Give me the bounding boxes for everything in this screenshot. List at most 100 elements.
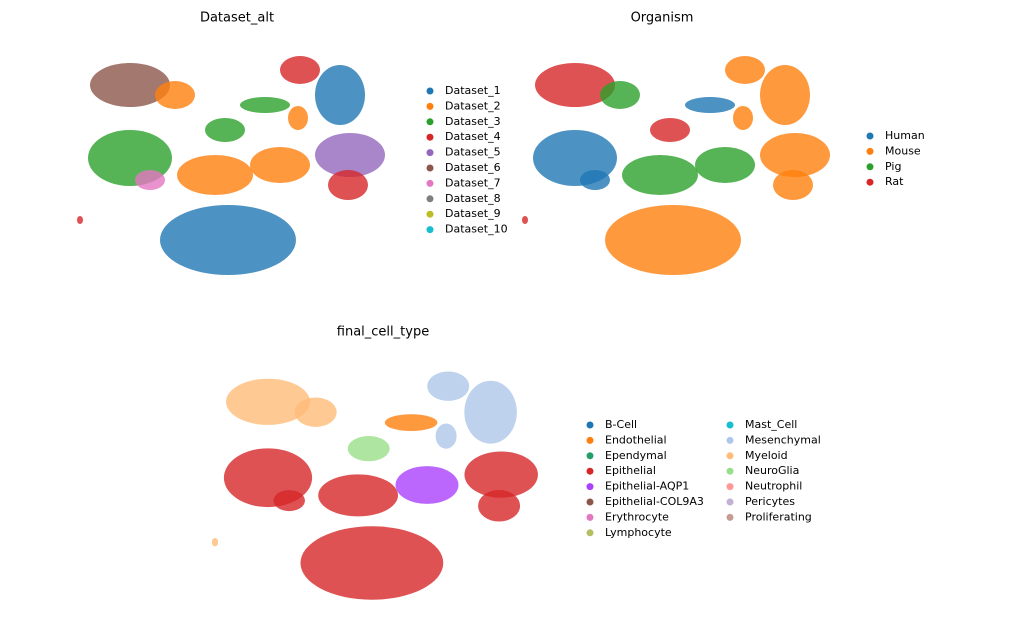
- legend-marker: [866, 163, 874, 171]
- legend-marker: [426, 210, 434, 218]
- legend-marker: [586, 498, 594, 506]
- panel-title: Dataset_alt: [200, 11, 274, 26]
- legend-label: Epithelial: [605, 464, 656, 477]
- legend-marker: [426, 118, 434, 126]
- legend-label: Lymphocyte: [605, 526, 672, 539]
- cell-cluster: [760, 133, 830, 177]
- cell-cluster: [478, 490, 521, 522]
- legend-marker: [726, 513, 734, 521]
- cell-cluster: [535, 63, 615, 107]
- legend-label: NeuroGlia: [745, 464, 799, 477]
- cell-cluster: [205, 118, 245, 142]
- legend-label: Epithelial-AQP1: [605, 480, 689, 493]
- cell-cluster: [315, 65, 365, 125]
- cell-cluster: [273, 490, 305, 512]
- cell-cluster: [427, 371, 470, 401]
- cell-cluster: [605, 205, 741, 275]
- legend-marker: [426, 149, 434, 157]
- cell-cluster: [685, 97, 735, 113]
- legend-label: Dataset_1: [445, 84, 501, 97]
- cell-cluster: [315, 133, 385, 177]
- cell-cluster: [695, 147, 755, 183]
- cell-cluster: [211, 538, 219, 547]
- cell-cluster: [280, 56, 320, 84]
- cell-cluster: [760, 65, 810, 125]
- cell-cluster: [160, 205, 296, 275]
- legend-label: Proliferating: [745, 510, 812, 523]
- legend-marker: [866, 147, 874, 155]
- cell-cluster: [435, 423, 457, 449]
- cell-cluster: [288, 106, 308, 130]
- cell-cluster: [347, 436, 390, 462]
- legend-marker: [586, 421, 594, 429]
- legend-marker: [426, 179, 434, 187]
- legend-marker: [866, 132, 874, 140]
- legend-marker: [586, 467, 594, 475]
- legend-marker: [726, 498, 734, 506]
- cell-cluster: [155, 81, 195, 109]
- legend-label: Dataset_3: [445, 115, 501, 128]
- cell-cluster: [600, 81, 640, 109]
- legend-label: Rat: [885, 175, 904, 188]
- legend-marker: [586, 452, 594, 460]
- legend-marker: [866, 178, 874, 186]
- legend-marker: [586, 529, 594, 537]
- panel-title: Organism: [631, 11, 694, 26]
- cell-cluster: [318, 474, 398, 517]
- legend-marker: [586, 513, 594, 521]
- legend-label: Pericytes: [745, 495, 795, 508]
- legend-marker: [726, 483, 734, 491]
- legend-label: Dataset_5: [445, 146, 501, 159]
- cell-cluster: [294, 397, 337, 427]
- legend-label: Human: [885, 129, 925, 142]
- cell-cluster: [226, 378, 310, 425]
- legend-marker: [726, 436, 734, 444]
- legend-label: Dataset_8: [445, 192, 501, 205]
- legend-marker: [426, 195, 434, 203]
- legend-marker: [426, 164, 434, 172]
- cell-cluster: [90, 63, 170, 107]
- cell-cluster: [250, 147, 310, 183]
- cell-cluster: [464, 380, 517, 444]
- legend-label: Mouse: [885, 144, 921, 157]
- legend-marker: [726, 467, 734, 475]
- legend-marker: [726, 421, 734, 429]
- legend-marker: [586, 436, 594, 444]
- legend-label: Dataset_4: [445, 130, 501, 143]
- legend-label: Dataset_7: [445, 176, 501, 189]
- cell-cluster: [622, 155, 698, 195]
- legend-label: Dataset_10: [445, 223, 508, 236]
- cell-cluster: [300, 526, 444, 600]
- legend-label: Dataset_2: [445, 99, 501, 112]
- legend-label: Epithelial-COL9A3: [605, 495, 704, 508]
- legend-marker: [586, 483, 594, 491]
- cell-cluster: [77, 216, 83, 224]
- cell-cluster: [650, 118, 690, 142]
- legend-label: Ependymal: [605, 449, 667, 462]
- legend-marker: [426, 87, 434, 95]
- cell-cluster: [240, 97, 290, 113]
- legend-marker: [426, 102, 434, 110]
- legend-label: Dataset_9: [445, 207, 501, 220]
- legend-label: Pig: [885, 160, 901, 173]
- cell-cluster: [135, 170, 165, 190]
- cell-cluster: [733, 106, 753, 130]
- legend-marker: [426, 226, 434, 234]
- legend-label: Endothelial: [605, 433, 667, 446]
- legend-marker: [426, 133, 434, 141]
- legend-label: Mesenchymal: [745, 433, 821, 446]
- cell-cluster: [773, 170, 813, 200]
- panel-title: final_cell_type: [337, 325, 429, 340]
- legend-label: Erythrocyte: [605, 510, 669, 523]
- cell-cluster: [384, 414, 438, 431]
- cell-cluster: [580, 170, 610, 190]
- legend-label: Mast_Cell: [745, 418, 797, 431]
- cell-cluster: [464, 451, 538, 498]
- cell-cluster: [177, 155, 253, 195]
- cell-cluster: [328, 170, 368, 200]
- legend-label: B-Cell: [605, 418, 637, 431]
- cell-cluster: [725, 56, 765, 84]
- legend-marker: [726, 452, 734, 460]
- legend-label: Neutrophil: [745, 480, 802, 493]
